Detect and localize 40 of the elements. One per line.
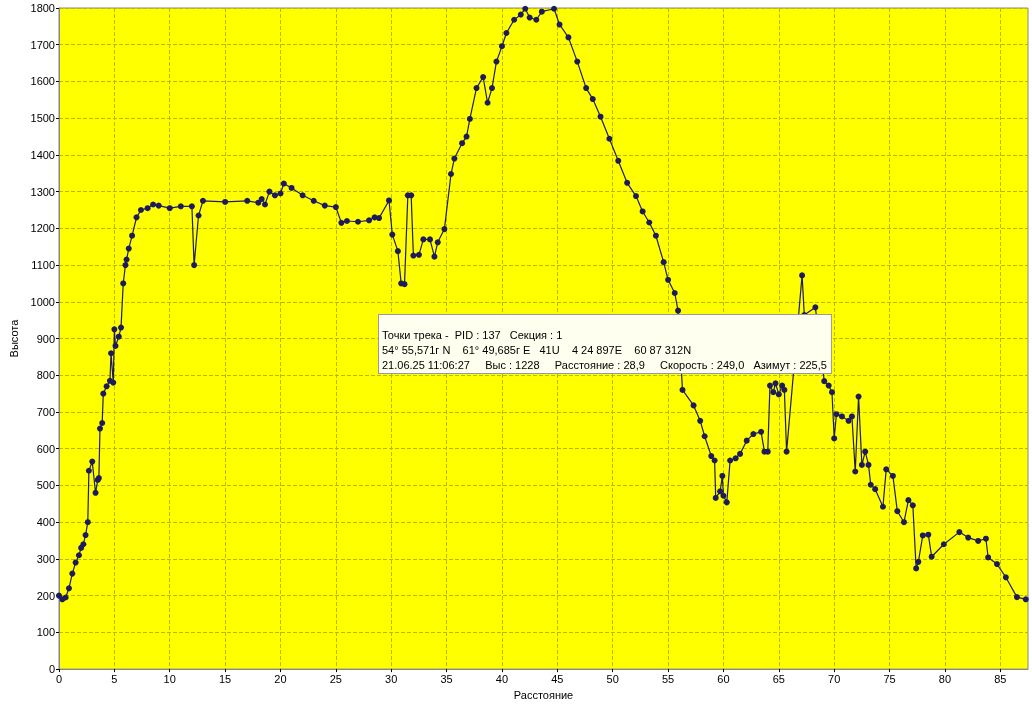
x-tick-label: 40 [495,672,509,685]
y-tick-label: 600 [36,442,55,455]
y-tick-label: 1300 [30,185,55,198]
y-axis-title: Высота [7,318,20,358]
y-tick-label: 1800 [30,2,55,14]
y-tick-label: 100 [36,626,55,639]
x-tick-label: 70 [828,672,841,685]
x-axis-title: Расстояние [513,688,574,701]
x-tick-label: 80 [938,672,952,685]
x-tick-label: 65 [772,672,785,685]
x-tick-label: 25 [329,672,342,685]
y-tick-label: 200 [36,589,55,602]
x-tick-label: 20 [274,672,287,685]
y-tick-label: 500 [36,479,55,492]
y-tick-label: 1600 [30,75,55,88]
x-tick-label: 60 [717,672,730,685]
x-tick-label: 5 [111,672,118,685]
x-tick-label: 85 [994,672,1007,685]
x-tick-label: 45 [551,672,564,685]
x-tick-label: 75 [883,672,896,685]
y-tick-label: 700 [36,406,55,419]
x-tick-label: 15 [218,672,232,685]
y-tick-label: 0 [48,663,55,676]
y-tick-label: 1700 [30,38,55,51]
y-tick-label: 1500 [30,112,55,125]
x-tick-label: 55 [661,672,675,685]
x-tick-label: 30 [385,672,398,685]
x-tick-label: 10 [163,672,176,685]
y-tick-label: 400 [36,516,55,529]
x-tick-label: 50 [606,672,619,685]
y-tick-label: 900 [36,332,55,345]
y-tick-label: 800 [36,369,55,382]
y-tick-label: 1200 [30,222,55,235]
y-tick-label: 300 [36,552,55,565]
x-tick-label: 35 [440,672,453,685]
y-tick-label: 1100 [31,259,55,272]
y-tick-label: 1400 [30,148,55,161]
annotation: Точки трека - PID : 137 Секция : 1 54° 55,571г N 61° 49,685г E 41U 4 24 897E 60 87 312N 21.06.25 11:06:27 Выс : 1228 Расстояние : 28,9 Скорость : 249,0 Азимут : 225,5 [382,328,827,371]
x-tick-label: 0 [55,672,63,685]
y-tick-label: 1000 [30,295,55,308]
